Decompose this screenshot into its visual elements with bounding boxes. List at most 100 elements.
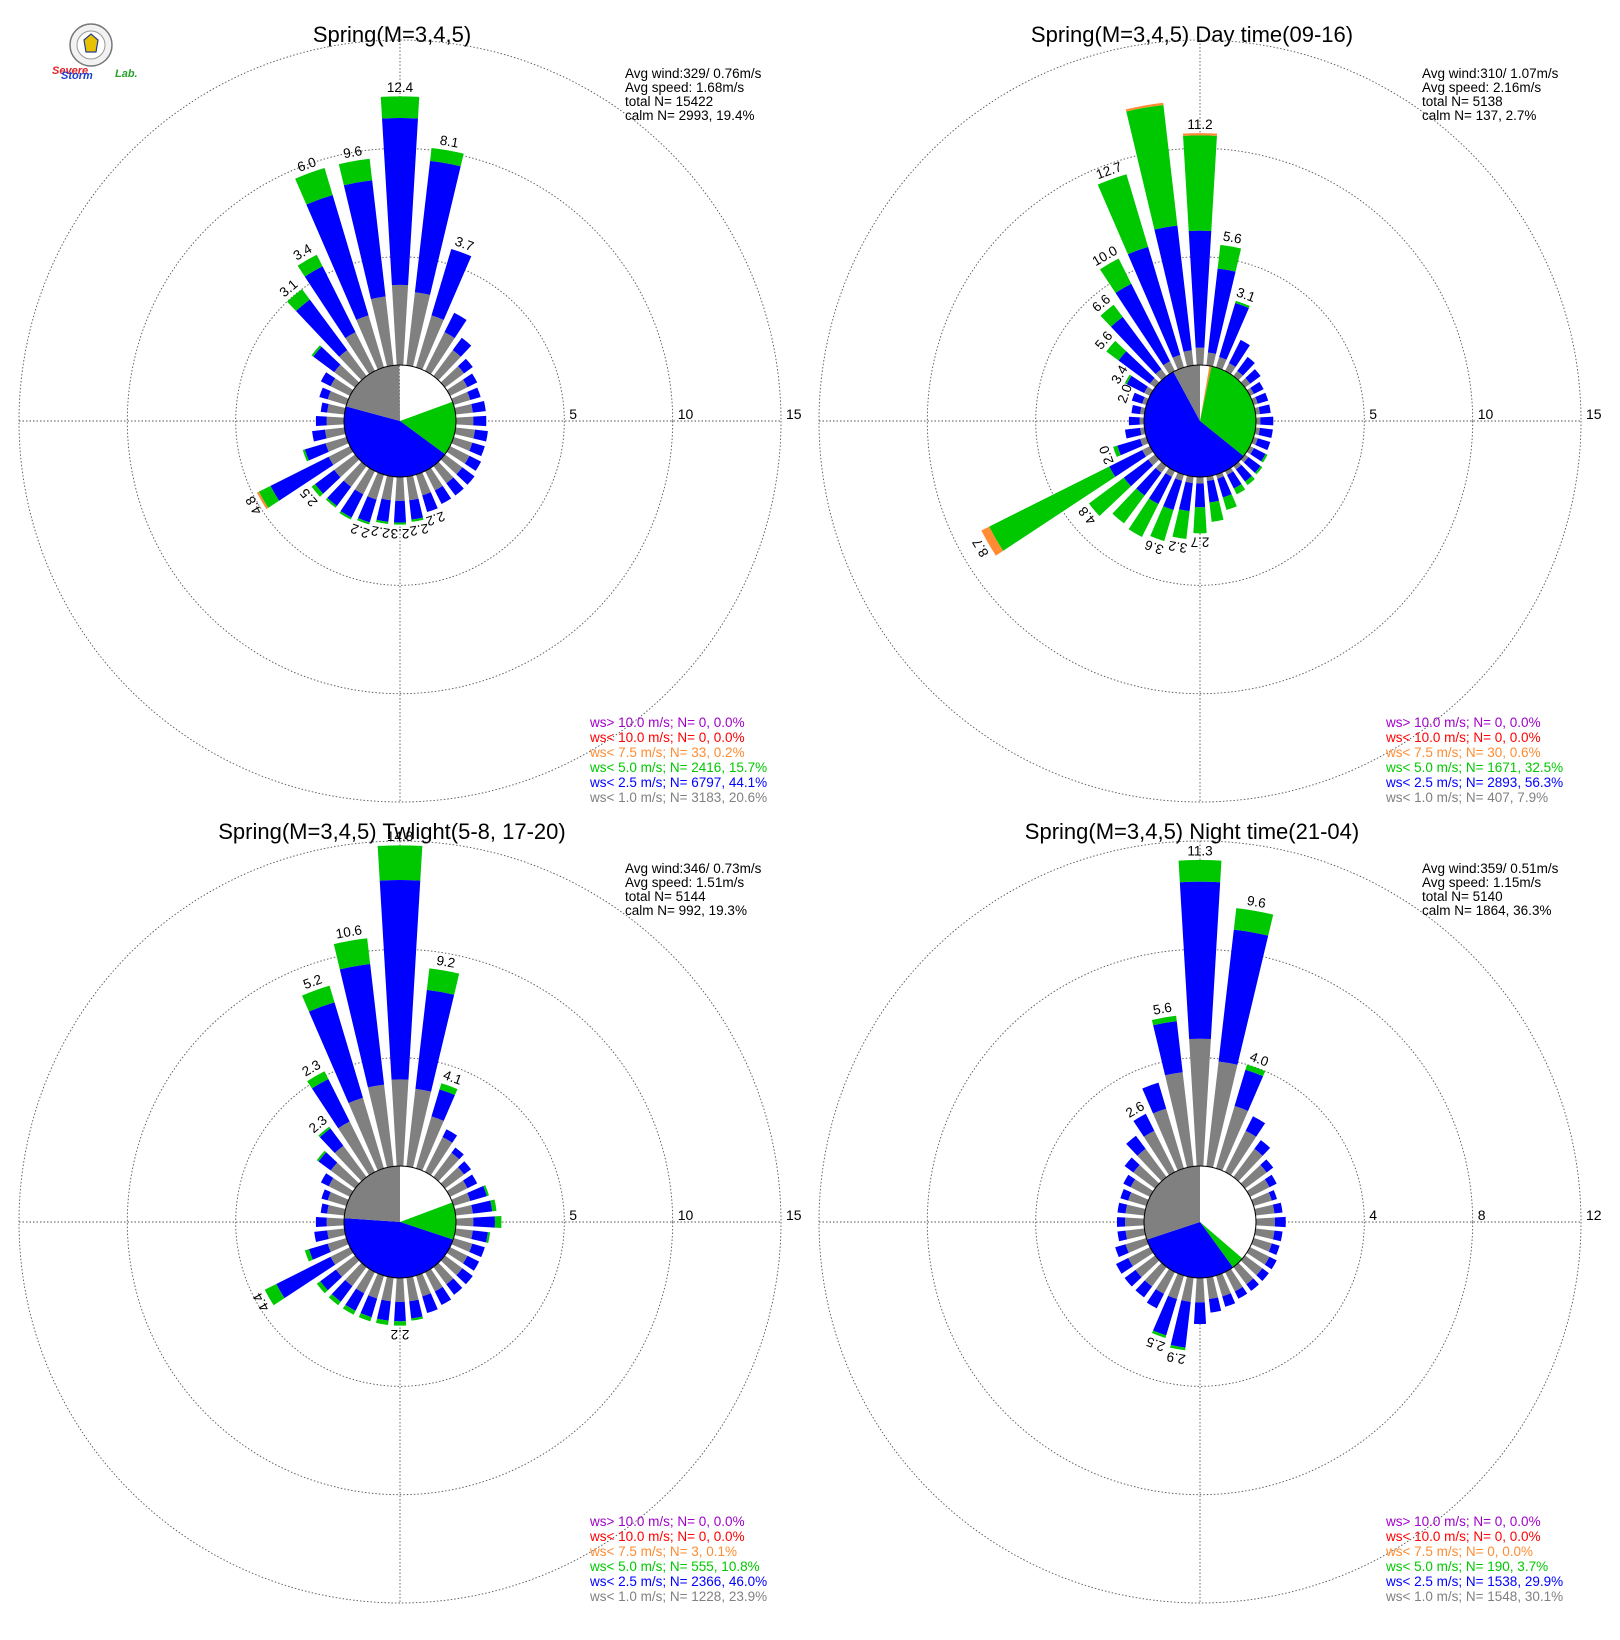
bar-segment-ws-lt-1 — [433, 349, 461, 381]
pie-slice-ws-lt-5 — [1200, 1222, 1243, 1268]
pie-slice-ws-lt-2-5 — [1146, 1222, 1233, 1278]
bar-segment-ws-lt-2-5 — [1260, 1159, 1274, 1173]
bar-segment-ws-lt-2-5 — [376, 1299, 391, 1321]
bar-segment-ws-lt-2-5 — [1264, 1256, 1277, 1270]
bar-segment-ws-lt-2-5 — [471, 400, 486, 413]
bar-segment-ws-lt-2-5 — [1142, 1082, 1167, 1114]
bar-segment-ws-lt-1 — [1153, 1108, 1184, 1171]
bar-value-label: 3.7 — [453, 234, 476, 255]
bar-segment-ws-lt-2-5 — [1218, 929, 1269, 1065]
pie-slice-calm-fill — [1200, 365, 1210, 421]
bar-segment-ws-lt-1 — [327, 1205, 346, 1216]
bar-segment-ws-lt-1 — [1255, 417, 1261, 425]
logo-seal-emblem — [83, 33, 99, 53]
bar-segment-ws-lt-2-5 — [1256, 1268, 1269, 1281]
chart-title: Spring(M=3,4,5) Twlight(5-8, 17-20) — [218, 819, 565, 844]
pie-outline — [343, 1165, 457, 1279]
bar-value-label: 12.4 — [387, 80, 414, 95]
bar-segment-ws-lt-1 — [330, 378, 354, 396]
bar-segment-ws-lt-5 — [342, 1304, 356, 1315]
bar-segment-ws-lt-2-5 — [452, 337, 472, 357]
bar-segment-ws-lt-5 — [264, 1283, 285, 1306]
bar-segment-ws-lt-5 — [411, 517, 424, 522]
bar-segment-ws-lt-1 — [425, 1268, 443, 1292]
bar-segment-ws-lt-5 — [1209, 500, 1224, 522]
bar-segment-ws-lt-1 — [416, 1273, 431, 1297]
bar-segment-ws-lt-5 — [1106, 340, 1127, 361]
pie-slice-ws-lt-2-5 — [343, 406, 446, 478]
bar-segment-ws-lt-1 — [1240, 1255, 1263, 1276]
bar-segment-ws-lt-2-5 — [1126, 375, 1148, 394]
bar-segment-ws-lt-1 — [1195, 1277, 1205, 1303]
bar-segment-ws-lt-2-5 — [320, 372, 336, 387]
bar-value-label: 5.6 — [1222, 229, 1243, 247]
bar-segment-ws-lt-1 — [1251, 1192, 1272, 1206]
bar-segment-ws-lt-5 — [307, 1071, 329, 1089]
stat-line: Avg speed: 1.51m/s — [625, 875, 744, 890]
bar-segment-ws-lt-2-5 — [471, 1200, 493, 1214]
bar-segment-ws-lt-5 — [297, 254, 323, 277]
bar-segment-ws-lt-5 — [258, 485, 280, 508]
bar-segment-ws-lt-5 — [1261, 453, 1268, 463]
bar-segment-ws-lt-2-5 — [467, 1185, 487, 1202]
bar-segment-ws-lt-2-5 — [463, 373, 478, 388]
bar-segment-ws-lt-2-5 — [1206, 479, 1219, 503]
bar-segment-ws-lt-2-5 — [1120, 1189, 1132, 1201]
bar-segment-ws-lt-2-5 — [1193, 1302, 1207, 1325]
bar-segment-ws-lt-2-5 — [431, 248, 472, 320]
bar-segment-ws-lt-2-5 — [422, 1293, 438, 1314]
bar-segment-ws-lt-1 — [1135, 1255, 1160, 1278]
bar-value-label: 2.0 — [1114, 382, 1135, 405]
pie-slice-calm-fill — [1200, 1166, 1256, 1259]
bar-segment-ws-lt-1 — [455, 1217, 474, 1227]
range-ring — [18, 39, 782, 803]
bar-segment-ws-lt-1 — [446, 446, 470, 464]
bar-segment-ws-lt-2-5 — [308, 1243, 331, 1260]
bar-segment-ws-lt-2-5 — [1207, 268, 1236, 354]
bar-segment-ws-lt-5 — [393, 522, 407, 525]
bar-segment-ws-lt-5 — [1254, 466, 1263, 475]
bar-segment-ws-lt-2-5 — [469, 1243, 485, 1258]
bar-segment-ws-lt-5 — [483, 1185, 489, 1197]
bar-segment-ws-lt-1 — [1195, 347, 1205, 366]
bar-segment-ws-lt-1 — [370, 296, 394, 367]
bar-segment-ws-lt-1 — [334, 1145, 367, 1182]
bar-segment-ws-lt-2-5 — [320, 1203, 329, 1214]
legend-entry: ws< 1.0 m/s; N= 1228, 23.9% — [589, 1589, 767, 1604]
bar-segment-ws-lt-1 — [395, 1277, 405, 1302]
bar-value-label: 2.3 — [391, 526, 410, 541]
bar-segment-ws-lt-5 — [1170, 1344, 1186, 1351]
bar-segment-ws-lt-2-5 — [458, 358, 473, 374]
bar-segment-ws-lt-2-5 — [1245, 369, 1261, 384]
bar-segment-ws-lt-5 — [328, 1294, 341, 1306]
legend-entry: ws> 10.0 m/s; N= 0, 0.0% — [1385, 715, 1541, 730]
bar-segment-ws-lt-2-5 — [1153, 1021, 1183, 1076]
bar-segment-ws-lt-2-5 — [1179, 881, 1221, 1040]
legend-entry: ws> 10.0 m/s; N= 0, 0.0% — [589, 715, 745, 730]
bar-segment-ws-lt-2-5 — [1154, 225, 1192, 352]
bar-segment-ws-lt-1 — [326, 1217, 345, 1227]
bar-segment-ws-lt-2-5 — [315, 416, 327, 426]
bar-segment-ws-lt-1 — [440, 366, 465, 388]
bar-segment-ws-lt-1 — [367, 1084, 394, 1168]
bar-segment-ws-lt-5 — [439, 1083, 458, 1096]
bar-segment-ws-lt-1 — [327, 1228, 346, 1239]
legend-entry: ws< 1.0 m/s; N= 407, 7.9% — [1385, 790, 1548, 805]
bar-segment-ws-lt-5 — [1233, 484, 1246, 495]
bar-segment-ws-lt-1 — [1225, 467, 1234, 475]
bar-segment-ws-lt-2-5 — [296, 299, 348, 357]
bar-segment-ws-lt-5 — [1112, 488, 1145, 524]
bar-segment-ws-lt-2-5 — [415, 989, 455, 1092]
bar-segment-ws-lt-5 — [316, 1281, 328, 1294]
bar-segment-ws-lt-1 — [1233, 1262, 1254, 1285]
bar-segment-ws-lt-2-5 — [319, 1128, 344, 1153]
bar-segment-ws-lt-2-5 — [431, 1089, 455, 1121]
bar-segment-ws-lt-2-5 — [1235, 464, 1252, 482]
bar-segment-ws-lt-1 — [1240, 1164, 1267, 1189]
bar-segment-ws-lt-1 — [328, 446, 354, 465]
bar-segment-ws-lt-2-5 — [1127, 246, 1181, 358]
bar-segment-ws-lt-2-5 — [320, 1269, 342, 1291]
bar-segment-ws-lt-1 — [433, 461, 454, 484]
bar-value-label: 11.3 — [1187, 844, 1212, 859]
bar-segment-ws-lt-1 — [1183, 350, 1194, 367]
